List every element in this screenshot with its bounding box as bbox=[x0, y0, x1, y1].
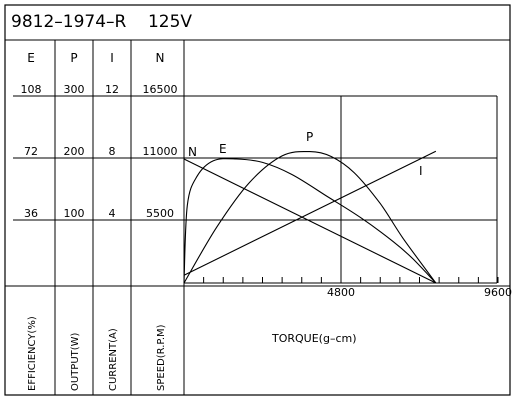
tick-label-p: 100 bbox=[64, 207, 85, 220]
column-header-p: P bbox=[70, 51, 77, 65]
series-label-p: P bbox=[306, 130, 313, 144]
x-tick-label: 9600 bbox=[484, 286, 512, 299]
column-header-i: I bbox=[110, 51, 114, 65]
series-label-i: I bbox=[419, 164, 423, 178]
x-tick-label: 4800 bbox=[327, 286, 355, 299]
axis-label-e: EFFICIENCY(%) bbox=[27, 316, 38, 391]
tick-label-i: 8 bbox=[109, 145, 116, 158]
tick-label-i: 4 bbox=[109, 207, 116, 220]
tick-label-e: 108 bbox=[21, 83, 42, 96]
tick-label-i: 12 bbox=[105, 83, 119, 96]
series-line-i bbox=[183, 150, 437, 276]
column-header-e: E bbox=[27, 51, 35, 65]
tick-label-e: 72 bbox=[24, 145, 38, 158]
axis-label-i: CURRENT(A) bbox=[108, 328, 119, 391]
series-line-e bbox=[183, 158, 437, 284]
tick-label-p: 300 bbox=[64, 83, 85, 96]
column-header-n: N bbox=[156, 51, 165, 65]
chart-title: 9812–1974–R 125V bbox=[11, 12, 192, 32]
tick-label-e: 36 bbox=[24, 207, 38, 220]
series-line-n bbox=[183, 158, 437, 284]
axis-label-n: SPEED(R.P.M) bbox=[156, 324, 167, 391]
tick-label-n: 5500 bbox=[146, 207, 174, 220]
tick-label-p: 200 bbox=[64, 145, 85, 158]
series-label-n: N bbox=[188, 145, 197, 159]
series-line-p bbox=[183, 150, 437, 284]
tick-label-n: 16500 bbox=[143, 83, 178, 96]
axis-label-p: OUTPUT(W) bbox=[70, 332, 81, 391]
x-axis-label: TORQUE(g–cm) bbox=[271, 332, 357, 345]
tick-label-n: 11000 bbox=[143, 145, 178, 158]
series-label-e: E bbox=[219, 142, 227, 156]
chart-frame bbox=[4, 4, 511, 396]
